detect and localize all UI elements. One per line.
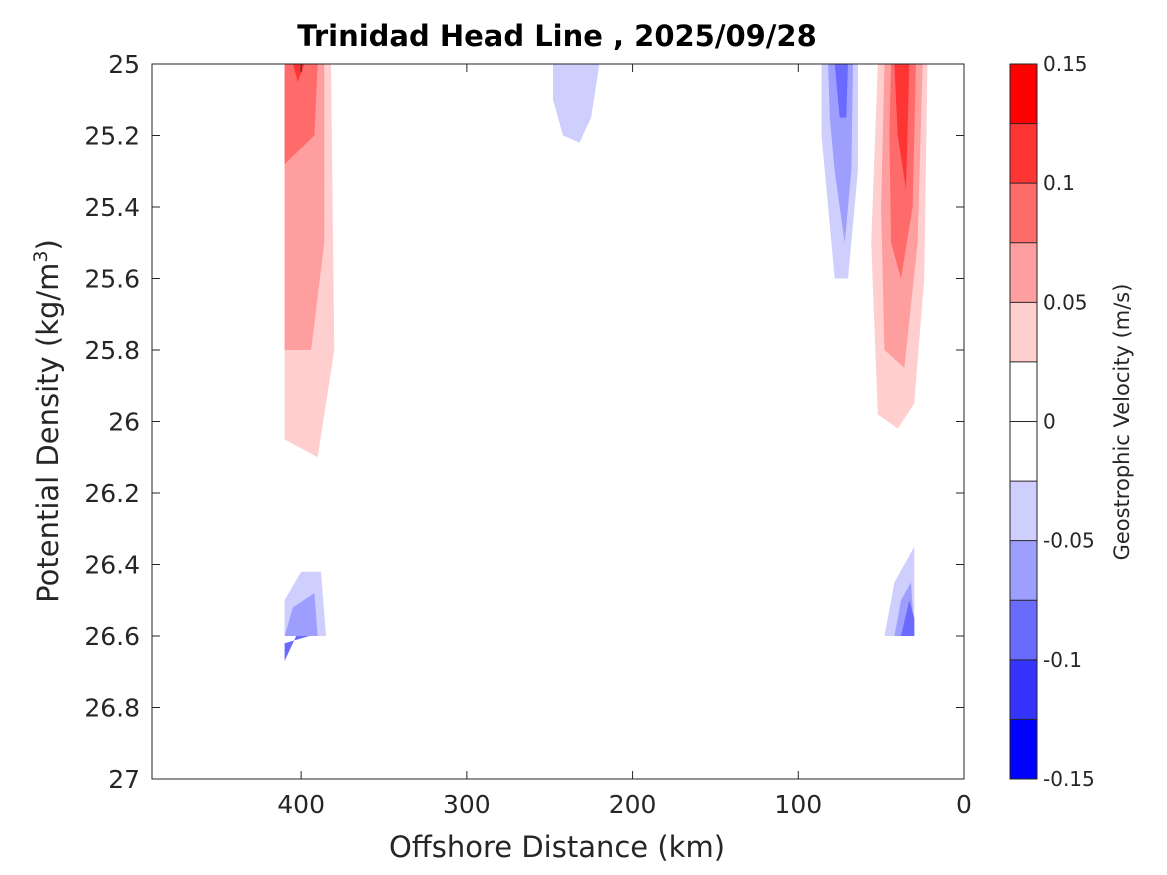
contour-region-16 bbox=[553, 64, 600, 143]
colorbar-segment bbox=[1010, 421, 1037, 482]
colorbar-segment bbox=[1010, 64, 1037, 125]
y-tick-label: 25.2 bbox=[84, 122, 140, 151]
y-tick-label: 27 bbox=[108, 765, 140, 794]
contour-region-14 bbox=[937, 64, 948, 243]
contour-fills bbox=[284, 64, 948, 661]
contour-region-12 bbox=[828, 64, 853, 243]
y-tick-label: 26.8 bbox=[84, 694, 140, 723]
colorbar-segment bbox=[1010, 302, 1037, 363]
y-tick-label: 26.4 bbox=[84, 551, 140, 580]
colorbar-segment bbox=[1010, 481, 1037, 542]
colorbar-tick-label: 0.05 bbox=[1043, 290, 1088, 314]
colorbar-tick-label: 0.1 bbox=[1043, 171, 1075, 195]
y-tick-label: 26.6 bbox=[84, 622, 140, 651]
y-tick-label: 26 bbox=[108, 408, 140, 437]
colorbar-segment bbox=[1010, 242, 1037, 303]
contour-region-23 bbox=[645, 600, 716, 636]
contour-region-8 bbox=[889, 64, 916, 279]
contour-region-31 bbox=[901, 600, 915, 636]
y-tick-label: 25.6 bbox=[84, 265, 140, 294]
colorbar-segment bbox=[1010, 600, 1037, 661]
contour-region-15 bbox=[529, 64, 625, 243]
contour-region-9 bbox=[894, 64, 910, 190]
colorbar-tick-label: 0.15 bbox=[1043, 52, 1088, 76]
colorbar-segment bbox=[1010, 123, 1037, 184]
colorbar-tick-label: -0.1 bbox=[1043, 648, 1082, 672]
colorbar-tick-label: 0 bbox=[1043, 410, 1056, 434]
y-axis: 25 25.2 25.4 25.6 25.8 26 26.2 26.4 26.6 26.8 27 bbox=[84, 50, 964, 794]
colorbar-label: Geostrophic Velocity (m/s) bbox=[1110, 284, 1134, 561]
colorbar-segment bbox=[1010, 659, 1037, 720]
x-tick-label: 300 bbox=[443, 790, 491, 819]
contour-region-3 bbox=[284, 64, 318, 165]
x-tick-label: 100 bbox=[774, 790, 822, 819]
contour-region-26 bbox=[284, 593, 318, 636]
x-tick-label: 200 bbox=[609, 790, 657, 819]
x-tick-label: 400 bbox=[277, 790, 325, 819]
y-tick-label: 25 bbox=[108, 50, 140, 79]
colorbar-tick-label: -0.15 bbox=[1043, 767, 1095, 791]
x-axis: 400 300 200 100 0 bbox=[277, 64, 972, 819]
y-tick-label: 25.8 bbox=[84, 336, 140, 365]
x-tick-label: 0 bbox=[956, 790, 972, 819]
y-tick-label: 26.2 bbox=[84, 479, 140, 508]
colorbar-segment bbox=[1010, 719, 1037, 780]
y-axis-label: Potential Density (kg/m3) bbox=[30, 239, 65, 603]
colorbar: 0.15 0.1 0.05 0 -0.05 -0.1 -0.15 bbox=[1009, 52, 1095, 791]
contour-region-18 bbox=[655, 171, 708, 501]
colorbar-tick-label: -0.05 bbox=[1043, 529, 1095, 553]
colorbar-frame bbox=[1009, 63, 1038, 780]
contour-region-21 bbox=[417, 625, 434, 636]
y-tick-label: 25.4 bbox=[84, 193, 140, 222]
x-axis-label: Offshore Distance (km) bbox=[389, 830, 725, 864]
contour-region-17 bbox=[493, 64, 502, 100]
contour-region-22 bbox=[760, 521, 857, 636]
colorbar-segment bbox=[1010, 361, 1037, 422]
contour-region-19 bbox=[765, 242, 812, 511]
colorbar-segment bbox=[1010, 183, 1037, 244]
colorbar-segment bbox=[1010, 540, 1037, 601]
contour-region-27 bbox=[284, 636, 310, 661]
contour-region-20 bbox=[521, 500, 597, 636]
contour-region-13 bbox=[834, 64, 848, 118]
plot-area bbox=[151, 63, 965, 780]
chart-title: Trinidad Head Line , 2025/09/28 bbox=[297, 19, 817, 53]
